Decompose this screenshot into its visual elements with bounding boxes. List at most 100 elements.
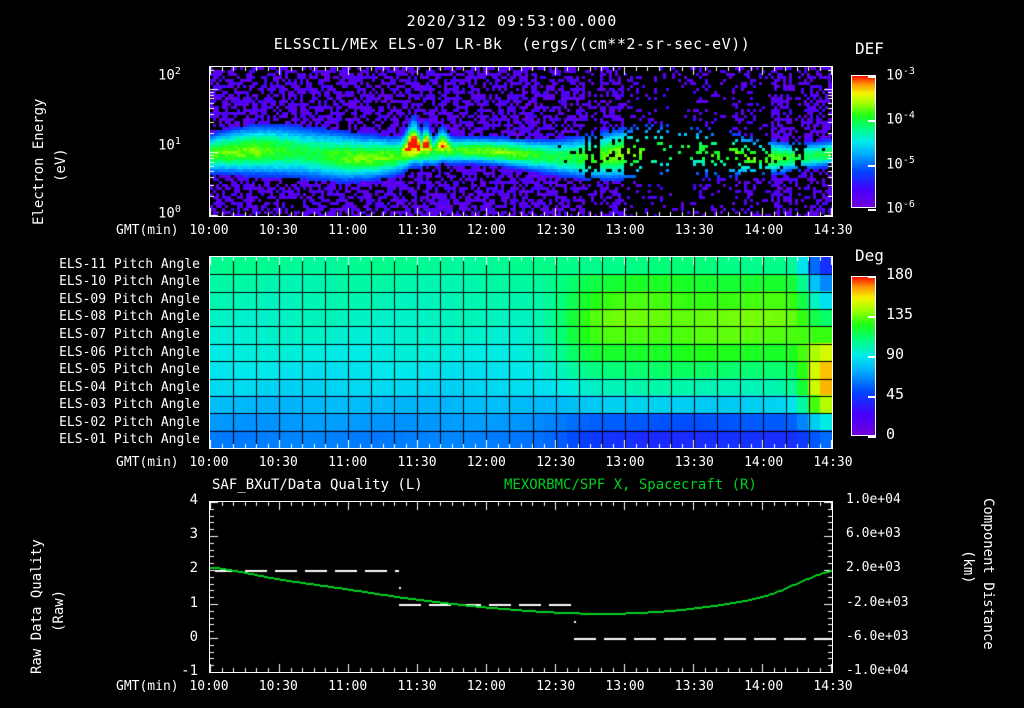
- spectrogram-image: [210, 67, 832, 216]
- panel3-ylabel-left-line1: Raw Data Quality: [29, 539, 45, 674]
- panel3-right-tick-5: -1.0e+04: [846, 663, 909, 678]
- panel1-ytick-1-base: 10: [158, 137, 175, 154]
- deg-tickmark: [868, 436, 876, 438]
- panel3-right-tick-4: -6.0e+03: [846, 628, 909, 644]
- panel3-legend-left: SAF_BXuT/Data Quality (L): [212, 477, 423, 493]
- panel1-xtick-10:30: 10:30: [258, 223, 298, 238]
- panel3-xtick-12:30: 12:30: [536, 679, 576, 694]
- deg-tickmark: [868, 356, 876, 358]
- deg-tick-180: 180: [886, 265, 914, 283]
- pitch-angle-image: [210, 257, 832, 448]
- panel1-xtick-14:30: 14:30: [813, 223, 853, 238]
- def-tick--5: 10-5: [886, 154, 915, 173]
- panel3-ylabel-left: Raw Data Quality (Raw): [28, 500, 88, 675]
- plot-subtitle: ELSSCIL/MEx ELS-07 LR-Bk (ergs/(cm**2-sr…: [273, 35, 751, 53]
- panel1-ytick-2-exp: 2: [174, 66, 181, 77]
- panel3-xtick-13:00: 13:00: [605, 679, 645, 694]
- panel3-xtick-10:30: 10:30: [258, 679, 298, 694]
- def-tickmark: [868, 209, 876, 211]
- data-quality-panel: [209, 501, 833, 673]
- def-colorbar: [851, 75, 876, 208]
- panel3-ylabel-right: Component Distance (km): [955, 498, 1015, 678]
- pitch-row-label-els-10: ELS-10 Pitch Angle: [59, 274, 200, 290]
- panel1-xtick-12:00: 12:00: [466, 223, 506, 238]
- panel1-xtick-11:30: 11:30: [397, 223, 437, 238]
- panel1-xtick-10:00: 10:00: [189, 223, 229, 238]
- panel1-xtick-12:30: 12:30: [536, 223, 576, 238]
- pitch-row-label-els-01: ELS-01 Pitch Angle: [59, 432, 200, 448]
- panel3-right-tick-3: -2.0e+03: [846, 594, 909, 610]
- panel1-ylabel: Electron Energy (eV): [28, 60, 88, 225]
- pitch-row-label-els-02: ELS-02 Pitch Angle: [59, 414, 200, 430]
- pitch-row-label-els-06: ELS-06 Pitch Angle: [59, 344, 200, 360]
- panel1-ytick-2-base: 10: [158, 67, 175, 84]
- def-tickmark: [868, 120, 876, 123]
- panel3-legend-right: MEXORBMC/SPF X, Spacecraft (R): [504, 477, 757, 493]
- panel3-xtick-11:30: 11:30: [397, 679, 437, 694]
- def-tickmark: [868, 76, 876, 78]
- panel1-ytick-0-base: 10: [158, 205, 175, 222]
- panel2-xtick-14:00: 14:00: [744, 455, 784, 470]
- deg-tickmark: [868, 316, 876, 318]
- panel1-ylabel-line2: (eV): [53, 148, 69, 182]
- pitch-row-label-els-08: ELS-08 Pitch Angle: [59, 309, 200, 325]
- deg-colorbar-title: Deg: [855, 246, 884, 265]
- deg-tick-135: 135: [886, 305, 914, 323]
- panel3-left-tick-2: 2: [189, 560, 198, 577]
- panel1-xtick-14:00: 14:00: [744, 223, 784, 238]
- panel3-xtick-14:00: 14:00: [744, 679, 784, 694]
- panel3-left-yticks: 4 3 2 1 0 -1: [150, 490, 206, 685]
- panel1-ytick-1: 101: [158, 136, 181, 154]
- plot-timestamp: 2020/312 09:53:00.000: [406, 12, 618, 30]
- def-colorbar-gradient: [852, 76, 875, 207]
- pitch-angle-panel: [209, 256, 833, 449]
- pitch-row-label-els-09: ELS-09 Pitch Angle: [59, 291, 200, 307]
- deg-tick-90: 90: [886, 345, 905, 363]
- panel2-gmt-label: GMT(min): [116, 455, 179, 470]
- panel3-ylabel-right-line2: (km): [960, 550, 976, 584]
- panel1-gmt-label: GMT(min): [116, 223, 179, 238]
- def-tick--4: 10-4: [886, 110, 915, 128]
- pitch-angle-row-labels: ELS-11 Pitch Angle ELS-10 Pitch Angle ELS-…: [0, 256, 206, 449]
- panel1-xtick-11:00: 11:00: [328, 223, 368, 238]
- panel2-xtick-11:30: 11:30: [397, 455, 437, 470]
- panel2-xtick-12:00: 12:00: [466, 455, 506, 470]
- panel1-ytick-0-exp: 0: [174, 204, 181, 215]
- panel3-left-tick--1: -1: [181, 663, 198, 679]
- panel3-xtick-13:30: 13:30: [674, 679, 714, 694]
- panel1-ylabel-line1: Electron Energy: [31, 98, 47, 225]
- def-tickmark: [868, 164, 876, 167]
- deg-tick-45: 45: [886, 385, 905, 403]
- data-quality-plot: [210, 502, 832, 672]
- panel2-xtick-13:00: 13:00: [605, 455, 645, 470]
- panel2-xtick-11:00: 11:00: [328, 455, 368, 470]
- panel2-xtick-10:00: 10:00: [189, 455, 229, 470]
- deg-tickmark: [868, 276, 876, 278]
- panel3-gmt-label: GMT(min): [116, 679, 179, 694]
- panel3-ylabel-left-line2: (Raw): [51, 589, 67, 632]
- panel2-xtick-labels: 10:00 10:30 11:00 11:30 12:00 12:30 13:00 13:30…: [0, 456, 1024, 472]
- def-colorbar-ticks: 10-3 10-4 10-5 10-6: [868, 66, 1016, 217]
- panel3-right-tick-1: 6.0e+03: [846, 526, 901, 542]
- pitch-row-label-els-04: ELS-04 Pitch Angle: [59, 379, 200, 395]
- panel3-ylabel-right-line1: Component Distance: [980, 498, 996, 650]
- panel3-right-yticks: 1.0e+04 6.0e+03 2.0e+03 -2.0e+03 -6.0e+03 -1.…: [840, 490, 960, 685]
- panel3-xtick-labels: 10:00 10:30 11:00 11:30 12:00 12:30 13:00 13:30…: [0, 680, 1024, 696]
- panel3-left-tick-4: 4: [189, 492, 198, 508]
- panel3-left-tick-0: 0: [189, 628, 198, 645]
- panel1-ytick-1-exp: 1: [174, 136, 181, 147]
- def-tick--6: 10-6: [886, 199, 915, 217]
- panel3-xtick-14:30: 14:30: [813, 679, 853, 694]
- panel2-xtick-13:30: 13:30: [674, 455, 714, 470]
- panel3-left-tick-1: 1: [189, 594, 198, 611]
- panel2-xtick-12:30: 12:30: [536, 455, 576, 470]
- pitch-row-label-els-07: ELS-07 Pitch Angle: [59, 326, 200, 342]
- deg-tick-0: 0: [886, 425, 896, 443]
- panel2-xtick-10:30: 10:30: [258, 455, 298, 470]
- panel1-xtick-13:00: 13:00: [605, 223, 645, 238]
- deg-tickmark: [868, 396, 876, 398]
- panel3-xtick-11:00: 11:00: [328, 679, 368, 694]
- panel3-right-tick-2: 2.0e+03: [846, 560, 901, 576]
- panel1-xtick-13:30: 13:30: [674, 223, 714, 238]
- def-colorbar-title: DEF: [855, 39, 884, 58]
